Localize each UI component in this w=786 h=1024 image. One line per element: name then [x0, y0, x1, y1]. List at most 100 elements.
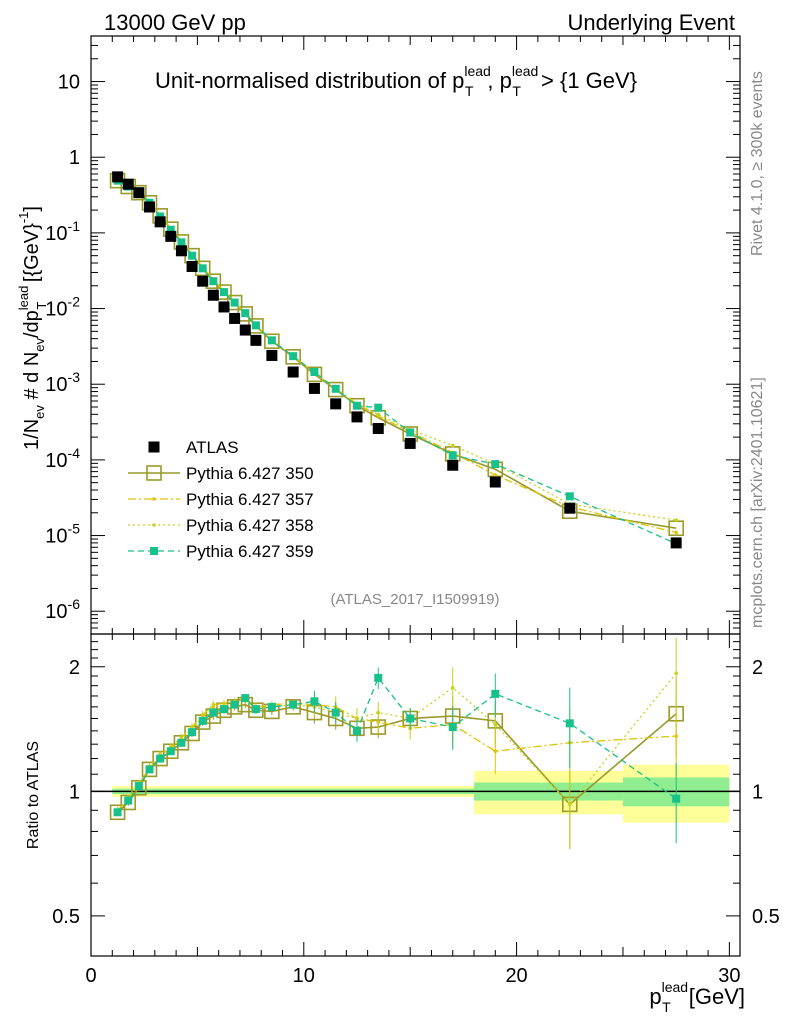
data-layer	[109, 171, 684, 850]
ratio-data-point	[124, 796, 133, 805]
atlas-data-point	[372, 422, 384, 434]
ratio-data-point	[209, 708, 218, 717]
ratio-data-point	[241, 694, 250, 703]
ratio-data-point	[188, 728, 197, 737]
plot-title-main: Unit-normalised distribution of p	[155, 68, 464, 93]
atlas-data-point	[165, 230, 177, 242]
main-data-point	[285, 349, 301, 365]
ratio-y-tick-label-left: 2	[69, 657, 80, 679]
ratio-data-point	[448, 723, 457, 732]
ratio-data-point	[331, 708, 340, 717]
plot-title: Unit-normalised distribution of plead T, …	[155, 63, 637, 99]
mcplots-label: mcplots.cern.ch [arXiv:2401.10621]	[749, 377, 766, 628]
plot-title-sup1: lead	[464, 63, 490, 79]
atlas-data-point	[489, 476, 501, 488]
legend-marker	[146, 465, 162, 481]
main-data-point	[264, 333, 280, 350]
atlas-data-point	[287, 366, 299, 378]
ratio-y-tick-label-right: 1	[752, 781, 763, 803]
atlas-data-point	[670, 537, 682, 549]
main-data-point	[674, 530, 678, 535]
ratio-data-point	[134, 782, 143, 791]
main-data-point	[209, 277, 218, 286]
plot-title-sub2: T	[512, 83, 521, 99]
main-data-point	[219, 288, 228, 297]
header-left-title: 13000 GeV pp	[104, 10, 246, 35]
ylabel-unit: [{GeV}	[21, 223, 43, 288]
ratio-data-point	[493, 749, 498, 754]
y-tick-label: 10-1	[45, 218, 80, 245]
ratio-data-point	[491, 689, 500, 698]
ratio-y-tick-label-right: 2	[752, 657, 763, 679]
main-data-point	[674, 518, 678, 522]
ratio-data-point	[674, 734, 678, 738]
ratio-data-point	[374, 673, 383, 682]
legend-entry-label: Pythia 6.427 350	[186, 464, 314, 483]
plot-title-cut: > {1 GeV}	[535, 68, 637, 93]
ratio-data-point	[267, 702, 276, 711]
main-data-point	[448, 451, 457, 460]
ratio-panel-frame	[90, 633, 741, 957]
main-data-point	[450, 443, 455, 448]
ratio-data-point	[156, 754, 165, 763]
ratio-data-point	[219, 705, 228, 714]
ratio-data-point	[493, 722, 498, 727]
x-tick-label: 10	[293, 965, 315, 987]
atlas-data-point	[144, 201, 156, 213]
header-right-title: Underlying Event	[567, 10, 735, 35]
ratio-data-point	[672, 794, 681, 803]
legend: ATLAS Pythia 6.427 350 Pythia 6.427 357 Pyt…	[128, 438, 314, 561]
ylabel-t-sub: T	[34, 302, 49, 310]
main-data-point	[241, 309, 250, 318]
ratio-data-point	[376, 710, 381, 715]
legend-entry-label: ATLAS	[186, 438, 239, 457]
main-data-point	[374, 403, 383, 412]
main-data-point	[406, 428, 415, 437]
main-data-point	[198, 264, 207, 273]
x-axis-label: plead T [GeV]	[649, 979, 745, 1015]
atlas-data-point	[133, 187, 145, 199]
ratio-data-point	[355, 716, 359, 721]
main-data-point	[188, 251, 197, 260]
atlas-data-point	[239, 324, 251, 336]
axes-layer: 0 10 20 30 10-6 10-5 10-4 10-3 10-2 10-1 1 10 0.5 0.5…	[45, 35, 780, 987]
main-data-point	[565, 492, 574, 501]
analysis-tag: (ATLAS_2017_I1509919)	[330, 591, 499, 608]
y-tick-label: 10-2	[45, 294, 80, 321]
atlas-data-point	[154, 216, 166, 228]
ratio-data-point	[211, 705, 216, 709]
ratio-data-point	[565, 719, 574, 728]
ylabel-slash: /dp	[21, 310, 43, 338]
ylabel-mid: # d N	[21, 352, 43, 405]
x-tick-label: 0	[85, 965, 96, 987]
main-data-point	[166, 225, 175, 234]
main-data-point	[230, 298, 239, 307]
main-data-point	[131, 184, 147, 201]
ratio-data-point	[285, 699, 301, 715]
main-data-point	[289, 352, 298, 361]
atlas-data-point	[564, 502, 576, 514]
main-data-point	[310, 368, 319, 377]
ratio-data-point	[251, 705, 260, 714]
atlas-data-point	[250, 334, 262, 346]
ylabel-ev-sub2: ev	[32, 338, 47, 352]
ratio-data-point	[230, 700, 239, 709]
atlas-data-point	[404, 437, 416, 449]
ratio-data-point	[177, 738, 186, 747]
ratio-data-point	[406, 714, 415, 723]
ratio-data-point	[109, 804, 126, 821]
y-tick-label: 10	[58, 72, 80, 94]
x-tick-label: 20	[505, 965, 527, 987]
ylabel-1n: 1/N	[21, 419, 43, 450]
atlas-data-point	[351, 411, 363, 423]
atlas-data-point	[186, 260, 198, 272]
plot-title-sup2: lead	[512, 63, 538, 79]
xlabel-p: p	[649, 984, 661, 1009]
main-data-point	[352, 401, 361, 410]
atlas-data-point	[447, 459, 459, 471]
ratio-data-point	[145, 765, 154, 774]
legend-entry-label: Pythia 6.427 358	[186, 516, 314, 535]
y-tick-label: 10-6	[45, 596, 80, 623]
legend-marker	[150, 547, 158, 555]
